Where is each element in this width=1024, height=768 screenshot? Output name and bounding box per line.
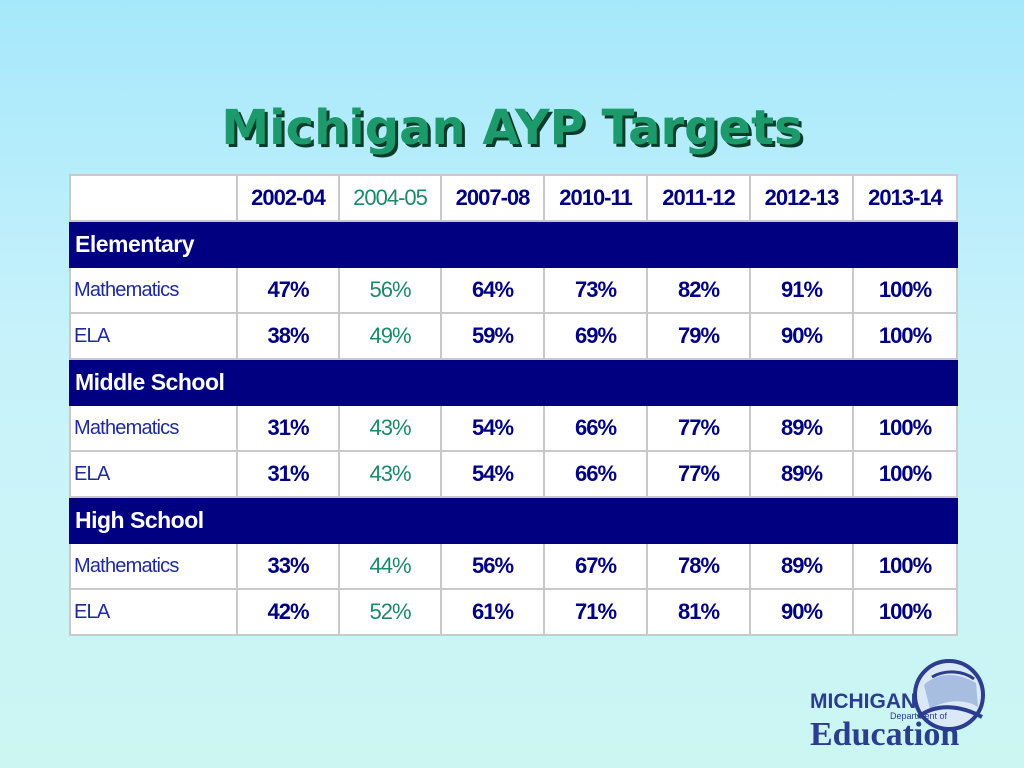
section-row-elementary: Elementary bbox=[69, 220, 958, 268]
table-cell: 100% bbox=[852, 450, 958, 498]
table-row: ELA 38% 49% 59% 69% 79% 90% 100% bbox=[69, 312, 958, 360]
table-cell: 77% bbox=[646, 404, 751, 452]
table-cell: 77% bbox=[646, 450, 751, 498]
table-cell: 100% bbox=[852, 404, 958, 452]
column-header: 2004-05 bbox=[338, 174, 442, 222]
table-cell: 64% bbox=[440, 266, 545, 314]
column-header: 2010-11 bbox=[543, 174, 648, 222]
table-cell: 66% bbox=[543, 404, 648, 452]
slide-title: Michigan AYP Targets bbox=[221, 100, 803, 156]
table-cell: 82% bbox=[646, 266, 751, 314]
table-cell: 44% bbox=[338, 542, 442, 590]
table-row: Mathematics 33% 44% 56% 67% 78% 89% 100% bbox=[69, 542, 958, 590]
table-cell: 79% bbox=[646, 312, 751, 360]
column-header: 2013-14 bbox=[852, 174, 958, 222]
table-row: ELA 42% 52% 61% 71% 81% 90% 100% bbox=[69, 588, 958, 636]
table-cell: 56% bbox=[440, 542, 545, 590]
table-cell: 54% bbox=[440, 404, 545, 452]
table-cell: 67% bbox=[543, 542, 648, 590]
subject-label: Mathematics bbox=[69, 266, 238, 314]
michigan-education-logo: MICHIGAN Department of Education bbox=[810, 659, 985, 750]
table-cell: 100% bbox=[852, 542, 958, 590]
table-cell: 69% bbox=[543, 312, 648, 360]
column-header: 2012-13 bbox=[749, 174, 854, 222]
subject-label: ELA bbox=[69, 450, 238, 498]
subject-label: ELA bbox=[69, 588, 238, 636]
logo-line-education: Education bbox=[810, 716, 959, 750]
table-cell: 42% bbox=[236, 588, 340, 636]
table-cell: 33% bbox=[236, 542, 340, 590]
table-cell: 89% bbox=[749, 450, 854, 498]
table-cell: 73% bbox=[543, 266, 648, 314]
section-row-high-school: High School bbox=[69, 496, 958, 544]
subject-label: ELA bbox=[69, 312, 238, 360]
table-cell: 100% bbox=[852, 588, 958, 636]
table-cell: 100% bbox=[852, 312, 958, 360]
table-cell: 49% bbox=[338, 312, 442, 360]
table-row: ELA 31% 43% 54% 66% 77% 89% 100% bbox=[69, 450, 958, 498]
table-cell: 90% bbox=[749, 312, 854, 360]
subject-label: Mathematics bbox=[69, 404, 238, 452]
ayp-targets-table: 2002-04 2004-05 2007-08 2010-11 2011-12 … bbox=[69, 174, 958, 636]
table-cell: 100% bbox=[852, 266, 958, 314]
table-cell: 78% bbox=[646, 542, 751, 590]
table-cell: 43% bbox=[338, 450, 442, 498]
table-cell: 31% bbox=[236, 450, 340, 498]
logo-line-department: Department of bbox=[890, 711, 948, 721]
table-cell: 31% bbox=[236, 404, 340, 452]
column-header: 2011-12 bbox=[646, 174, 751, 222]
table-row: Mathematics 47% 56% 64% 73% 82% 91% 100% bbox=[69, 266, 958, 314]
table-cell: 81% bbox=[646, 588, 751, 636]
table-cell: 91% bbox=[749, 266, 854, 314]
subject-label: Mathematics bbox=[69, 542, 238, 590]
table-cell: 90% bbox=[749, 588, 854, 636]
section-label: High School bbox=[69, 496, 958, 544]
table-cell: 61% bbox=[440, 588, 545, 636]
column-header: 2007-08 bbox=[440, 174, 545, 222]
header-corner-cell bbox=[69, 174, 238, 222]
table-cell: 71% bbox=[543, 588, 648, 636]
table-cell: 47% bbox=[236, 266, 340, 314]
table-cell: 43% bbox=[338, 404, 442, 452]
table-cell: 38% bbox=[236, 312, 340, 360]
table-cell: 52% bbox=[338, 588, 442, 636]
section-label: Middle School bbox=[69, 358, 958, 406]
table-cell: 66% bbox=[543, 450, 648, 498]
column-header: 2002-04 bbox=[236, 174, 340, 222]
table-cell: 89% bbox=[749, 542, 854, 590]
table-header-row: 2002-04 2004-05 2007-08 2010-11 2011-12 … bbox=[69, 174, 958, 222]
logo-line-michigan: MICHIGAN bbox=[810, 690, 916, 713]
table-cell: 56% bbox=[338, 266, 442, 314]
section-row-middle-school: Middle School bbox=[69, 358, 958, 406]
table-row: Mathematics 31% 43% 54% 66% 77% 89% 100% bbox=[69, 404, 958, 452]
table-cell: 89% bbox=[749, 404, 854, 452]
table-cell: 54% bbox=[440, 450, 545, 498]
table-cell: 59% bbox=[440, 312, 545, 360]
section-label: Elementary bbox=[69, 220, 958, 268]
